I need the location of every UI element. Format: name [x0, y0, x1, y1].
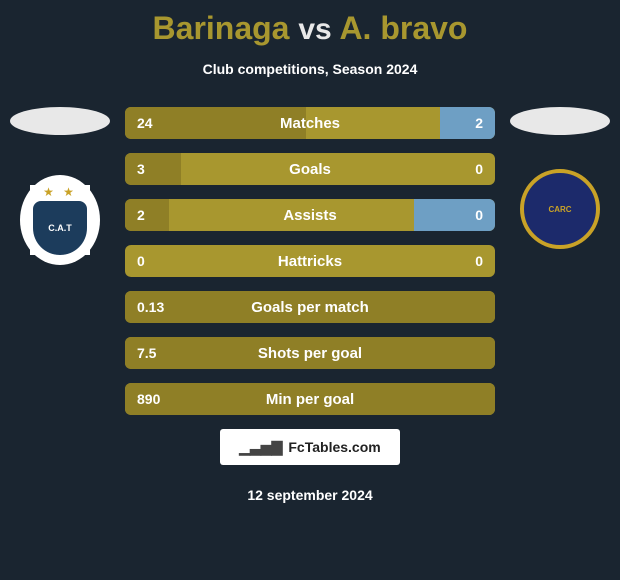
stats-container: 242Matches 30Goals 20Assists 00Hattricks 0.1…: [125, 107, 495, 415]
vs-text: vs: [298, 13, 331, 46]
stat-label: Goals per match: [125, 299, 495, 316]
stat-row: 242Matches: [125, 107, 495, 139]
badge-right-inner: CARC: [548, 205, 571, 214]
player1-club-badge: ★ ★ C.A.T: [20, 175, 100, 265]
badge-left-label: C.A.T: [48, 223, 72, 233]
player2-ellipse: [510, 107, 610, 135]
stat-row: 00Hattricks: [125, 245, 495, 277]
player2-name: A. bravo: [339, 10, 467, 46]
stat-row: 30Goals: [125, 153, 495, 185]
badge-left-shield: C.A.T: [33, 201, 87, 255]
stat-label: Assists: [125, 207, 495, 224]
content-area: ★ ★ C.A.T CARC 242Matches 30Goals 20Assist…: [0, 107, 620, 503]
player1-ellipse: [10, 107, 110, 135]
stat-row: 0.13Goals per match: [125, 291, 495, 323]
stat-label: Goals: [125, 161, 495, 178]
fctables-logo[interactable]: ▁▃▅▇ FcTables.com: [220, 429, 400, 465]
stat-label: Matches: [125, 115, 495, 132]
stat-label: Shots per goal: [125, 345, 495, 362]
stat-label: Min per goal: [125, 391, 495, 408]
stat-row: 7.5Shots per goal: [125, 337, 495, 369]
badge-right-label: CARC: [548, 205, 571, 214]
footer-date: 12 september 2024: [0, 487, 620, 503]
player1-name: Barinaga: [153, 10, 290, 46]
stat-row: 890Min per goal: [125, 383, 495, 415]
logo-text: FcTables.com: [288, 439, 380, 455]
badge-stars: ★ ★: [30, 185, 90, 199]
comparison-title: Barinaga vs A. bravo: [0, 0, 620, 47]
player2-club-badge: CARC: [520, 169, 600, 249]
bars-icon: ▁▃▅▇: [239, 439, 282, 456]
badge-left-inner: ★ ★ C.A.T: [30, 185, 90, 255]
subtitle: Club competitions, Season 2024: [0, 61, 620, 77]
stat-label: Hattricks: [125, 253, 495, 270]
stat-row: 20Assists: [125, 199, 495, 231]
